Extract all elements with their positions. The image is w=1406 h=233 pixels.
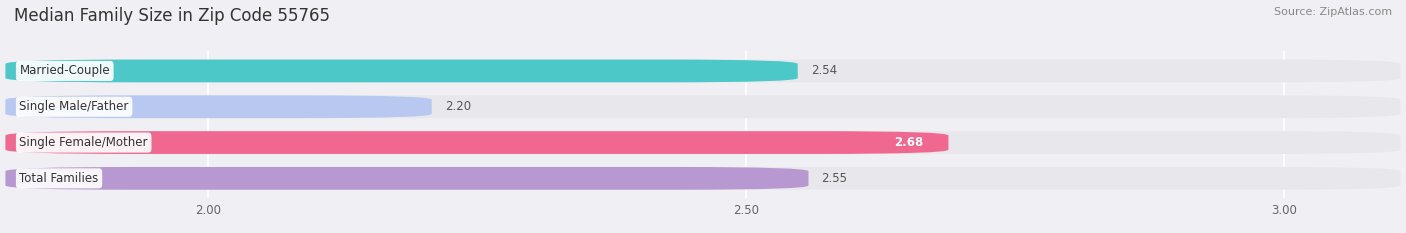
FancyBboxPatch shape	[6, 60, 797, 82]
Text: 2.54: 2.54	[811, 65, 837, 77]
FancyBboxPatch shape	[6, 167, 808, 190]
FancyBboxPatch shape	[6, 95, 432, 118]
FancyBboxPatch shape	[6, 167, 1400, 190]
FancyBboxPatch shape	[6, 95, 1400, 118]
Text: 2.68: 2.68	[894, 136, 924, 149]
FancyBboxPatch shape	[6, 131, 949, 154]
Text: 2.20: 2.20	[444, 100, 471, 113]
Text: Single Male/Father: Single Male/Father	[20, 100, 129, 113]
Text: Total Families: Total Families	[20, 172, 98, 185]
Text: Median Family Size in Zip Code 55765: Median Family Size in Zip Code 55765	[14, 7, 330, 25]
Text: Single Female/Mother: Single Female/Mother	[20, 136, 148, 149]
Text: Source: ZipAtlas.com: Source: ZipAtlas.com	[1274, 7, 1392, 17]
Text: Married-Couple: Married-Couple	[20, 65, 110, 77]
Text: 2.55: 2.55	[821, 172, 848, 185]
FancyBboxPatch shape	[6, 60, 1400, 82]
FancyBboxPatch shape	[6, 131, 1400, 154]
